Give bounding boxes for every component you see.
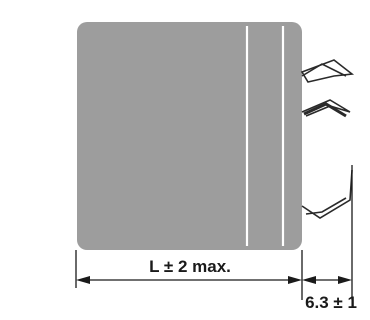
lead-length-label: 6.3 ± 1: [305, 293, 357, 312]
lead-length-dimension: [302, 165, 353, 300]
lead-arrow-left: [302, 276, 316, 284]
lead-terminals: [300, 59, 355, 219]
length-dimension: [75, 250, 303, 300]
lead-terminal-middle: [301, 99, 351, 117]
length-arrow-left: [76, 276, 90, 284]
lead-terminal-middle-edge: [303, 102, 347, 118]
lead-terminal-bottom-edge: [305, 197, 347, 215]
length-label: L ± 2 max.: [149, 257, 231, 276]
lead-arrow-right: [338, 276, 352, 284]
capacitor-body: [77, 22, 302, 250]
lead-terminal-top-edge: [301, 63, 347, 77]
length-arrow-right: [288, 276, 302, 284]
capacitor-main-body: [77, 22, 302, 250]
lead-terminal-bottom: [301, 169, 353, 219]
